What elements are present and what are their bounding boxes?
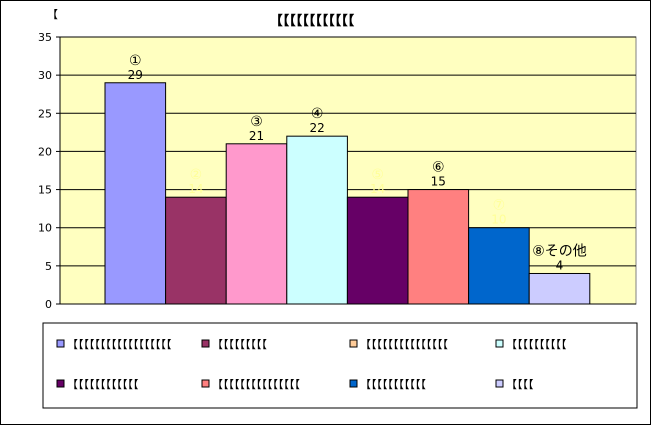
category-label: ⑤ [371, 167, 384, 183]
bar [286, 135, 348, 305]
legend-label: 【【【【【【【【【【 [506, 338, 567, 351]
legend-swatch [349, 379, 358, 388]
category-label: ⑦ [493, 198, 506, 214]
legend-swatch [56, 339, 65, 348]
y-tick-label: 5 [45, 260, 52, 273]
bar [468, 227, 530, 305]
y-tick-label: 10 [38, 222, 52, 235]
data-label: 14 [188, 182, 203, 196]
bar [165, 196, 227, 305]
data-label: 29 [128, 68, 143, 82]
bar [225, 143, 288, 305]
bar [528, 272, 591, 305]
y-tick-label: 25 [38, 107, 52, 120]
y-tick-label: 15 [38, 184, 52, 197]
category-label: ① [129, 53, 142, 69]
y-tick-label: 20 [38, 145, 52, 158]
y-tick-label: 35 [38, 31, 52, 44]
legend [42, 322, 638, 409]
legend-swatch [495, 379, 504, 388]
legend-label: 【【【【【【【【【【【【【【【【【【 [67, 338, 172, 351]
legend-swatch [495, 339, 504, 348]
chart-title: 【【【【【【【【【【【【 [270, 13, 355, 29]
legend-label: 【【【【【【【【【【【【【【【 [360, 338, 448, 351]
legend-label: 【【【【【【【【【 [212, 338, 267, 351]
data-label: 14 [370, 182, 385, 196]
legend-swatch [201, 379, 210, 388]
data-label: 4 [556, 258, 564, 272]
category-label: ⑥ [432, 160, 445, 176]
legend-label: 【【【【 [506, 378, 534, 391]
category-label: ② [190, 167, 203, 183]
legend-label: 【【【【【【【【【【【【 [67, 378, 139, 391]
data-label: 10 [491, 213, 506, 227]
bar [346, 196, 409, 305]
legend-swatch [201, 339, 210, 348]
category-label: ④ [311, 106, 324, 122]
data-label: 22 [309, 121, 324, 135]
y-tick-label: 0 [45, 298, 52, 311]
category-label: ⑧その他 [532, 243, 587, 259]
y-axis: 0 5 10 15 20 25 30 35 [38, 31, 636, 311]
y-tick-label: 30 [38, 69, 52, 82]
y-axis-label: 【 [47, 8, 58, 21]
bar [407, 189, 470, 305]
legend-label: 【【【【【【【【【【【 [360, 378, 426, 391]
bar [104, 82, 167, 305]
legend-swatch [56, 379, 65, 388]
data-label: 15 [431, 175, 446, 189]
data-label: 21 [249, 129, 264, 143]
category-label: ③ [250, 114, 263, 130]
legend-swatch [349, 339, 358, 348]
legend-items: 【【【【【【【【【【【【【【【【【【 【【【【【【【【【 【【【【【【【【【【【【【… [56, 338, 567, 391]
bars [104, 82, 591, 305]
legend-label: 【【【【【【【【【【【【【【【 [212, 378, 300, 391]
